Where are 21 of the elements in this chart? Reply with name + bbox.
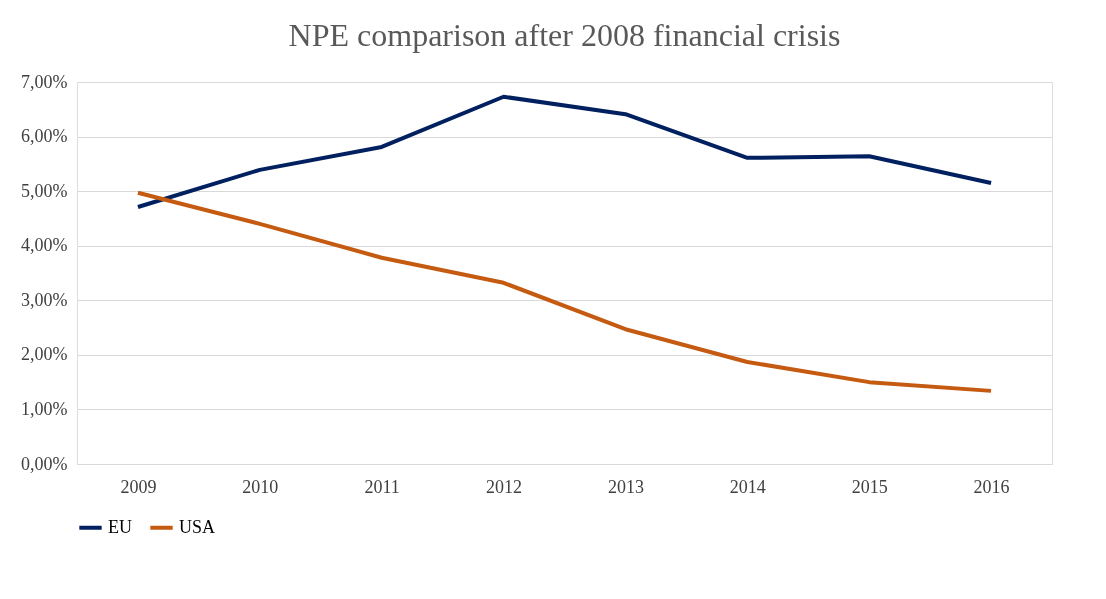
x-tick-label: 2011 [364,476,400,497]
x-tick-label: 2016 [973,476,1010,497]
x-tick-label: 2014 [729,476,766,497]
x-tick-label: 2010 [242,476,279,497]
y-tick-label: 7,00% [21,71,68,92]
line-series [135,94,994,209]
chart-title: NPE comparison after 2008 financial crisis [288,17,841,53]
y-tick-label: 4,00% [21,235,68,256]
line-series [135,190,994,393]
x-tick-label: 2015 [851,476,888,497]
x-tick-label: 2012 [486,476,523,497]
legend-label: USA [179,516,216,537]
y-tick-label: 5,00% [21,180,68,201]
y-tick-label: 6,00% [21,126,68,147]
y-tick-label: 2,00% [21,344,68,365]
x-tick-label: 2013 [607,476,644,497]
x-tick-label: 2009 [120,476,157,497]
y-tick-label: 1,00% [21,398,68,419]
y-tick-label: 0,00% [21,453,68,474]
y-tick-label: 3,00% [21,289,68,310]
legend-label: EU [108,516,132,537]
